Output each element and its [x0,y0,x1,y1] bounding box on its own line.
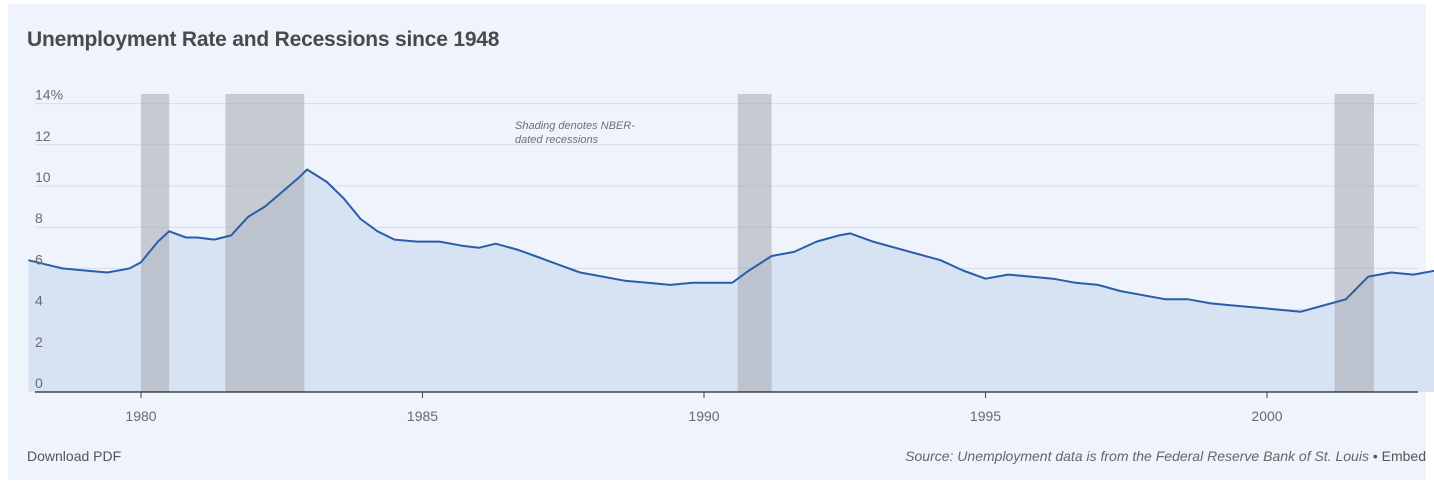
y-tick-label: 2 [35,334,43,350]
x-tick-label: 1985 [407,408,438,424]
y-tick-label: 12 [35,128,51,144]
download-pdf-link[interactable]: Download PDF [27,448,122,464]
y-tick-label: 4 [35,293,43,309]
y-tick-label: 10 [35,169,51,185]
annotation-line: dated recessions [515,134,599,146]
embed-link[interactable]: Embed [1381,448,1426,464]
annotation-line: Shading denotes NBER- [515,120,635,132]
x-tick-label: 2000 [1251,408,1282,424]
recession-band [225,94,305,392]
y-tick-label: 6 [35,251,43,267]
recession-band [1334,94,1374,392]
series-fill [28,169,1434,392]
recession-band [737,94,772,392]
separator-dot: • [1372,448,1378,464]
footer-source: Source: Unemployment data is from the Fe… [905,448,1426,464]
x-tick-label: 1980 [125,408,156,424]
recession-band [141,94,170,392]
series-area [28,169,1434,392]
y-tick-label: 0 [35,375,43,391]
recession-bands [141,94,1374,392]
chart-title: Unemployment Rate and Recessions since 1… [27,28,500,51]
recession-annotation: Shading denotes NBER-dated recessions [515,120,635,146]
y-tick-label: 14% [35,87,63,103]
x-tick-label: 1995 [970,408,1001,424]
x-tick-labels: 198019851990199520002005201020152020 [125,408,1282,424]
source-text: Source: Unemployment data is from the Fe… [905,448,1369,464]
y-tick-label: 8 [35,210,43,226]
series-line-path [28,168,1434,313]
y-tick-labels: 0 2 4 6 8 10 12 14% [35,87,63,391]
x-tick-label: 1990 [688,408,719,424]
x-axis [35,391,1418,398]
series-line [28,168,1434,313]
